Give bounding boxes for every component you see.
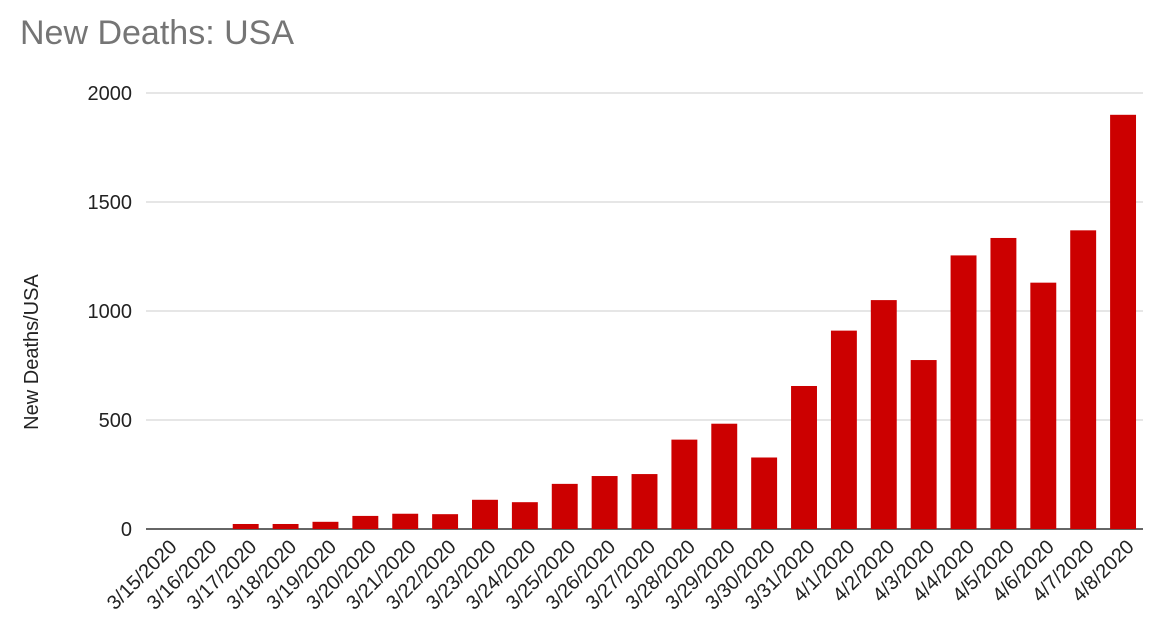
bar (870, 300, 897, 529)
bar (392, 513, 419, 529)
bar (591, 476, 618, 529)
bar (631, 474, 658, 529)
bar (990, 237, 1017, 529)
bar (791, 385, 817, 529)
y-tick-label: 0 (121, 519, 132, 541)
bar (472, 499, 498, 529)
chart-title: New Deaths: USA (20, 14, 294, 52)
y-axis-title: New Deaths/USA (21, 274, 43, 430)
y-tick-labels: 0 500 1000 1500 2000 (88, 83, 133, 541)
bar (910, 360, 937, 529)
bar (671, 439, 698, 529)
bar (1030, 282, 1057, 529)
bar (751, 457, 778, 529)
y-tick-label: 1500 (88, 192, 133, 214)
bar (511, 502, 538, 529)
bar (830, 330, 857, 529)
bar (711, 423, 738, 529)
bar (1110, 114, 1137, 530)
bars (232, 114, 1137, 530)
bar (950, 255, 977, 529)
bar (232, 523, 259, 529)
bar (1070, 230, 1097, 529)
bar (272, 523, 299, 529)
y-tick-label: 500 (99, 410, 132, 432)
bar (432, 514, 459, 529)
y-tick-label: 1000 (88, 301, 133, 323)
bar (312, 521, 339, 529)
y-tick-label: 2000 (88, 83, 133, 105)
x-tick-labels: 3/15/20203/16/20203/17/20203/18/20203/19… (103, 536, 1139, 614)
bar (551, 483, 578, 529)
bar (352, 515, 379, 529)
